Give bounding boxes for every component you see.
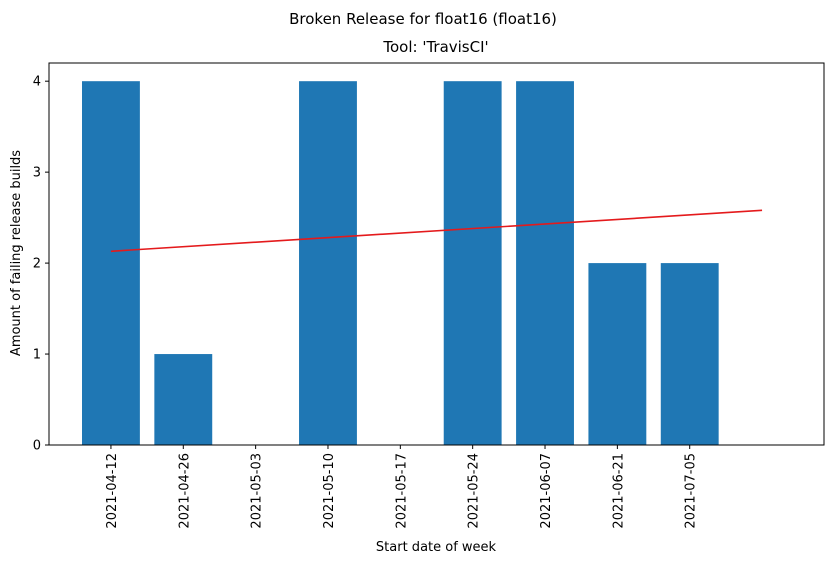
x-tick-label-2021-05-24: 2021-05-24 [467, 453, 482, 529]
bar-2021-06-21 [588, 263, 647, 445]
x-tick-label-2021-04-12: 2021-04-12 [105, 453, 120, 529]
bar-2021-05-10 [299, 81, 357, 445]
y-tick-label-4: 4 [33, 75, 41, 90]
x-tick-label-2021-05-03: 2021-05-03 [250, 453, 265, 529]
trend-line [110, 209, 763, 253]
chart-suptitle: Broken Release for float16 (float16) [289, 10, 557, 28]
plot-area: 0 1 2 3 4 2021-04-12 2021-04-26 2021-05-03 2021-… [33, 62, 825, 529]
bar-2021-04-26 [154, 354, 213, 445]
y-tick-label-3: 3 [33, 166, 41, 181]
x-tick-label-2021-05-10: 2021-05-10 [322, 453, 337, 529]
plot-frame [48, 62, 825, 446]
bar-2021-06-07 [516, 81, 574, 445]
y-tick-label-1: 1 [33, 348, 41, 363]
x-tick-label-2021-07-05: 2021-07-05 [684, 453, 699, 529]
bar-2021-04-12 [82, 81, 140, 445]
y-axis-label: Amount of failing release builds [9, 150, 24, 356]
x-tick-label-2021-06-21: 2021-06-21 [611, 453, 626, 529]
bar-2021-07-05 [660, 263, 719, 445]
x-tick-label-2021-06-07: 2021-06-07 [539, 453, 554, 529]
x-axis-label: Start date of week [376, 540, 497, 555]
bar-2021-05-24 [443, 81, 502, 445]
x-tick-label-2021-04-26: 2021-04-26 [177, 453, 192, 529]
x-tick-label-2021-05-17: 2021-05-17 [394, 453, 409, 529]
y-tick-label-2: 2 [33, 257, 41, 272]
y-tick-label-0: 0 [33, 439, 41, 454]
chart-title: Tool: 'TravisCI' [382, 38, 488, 56]
